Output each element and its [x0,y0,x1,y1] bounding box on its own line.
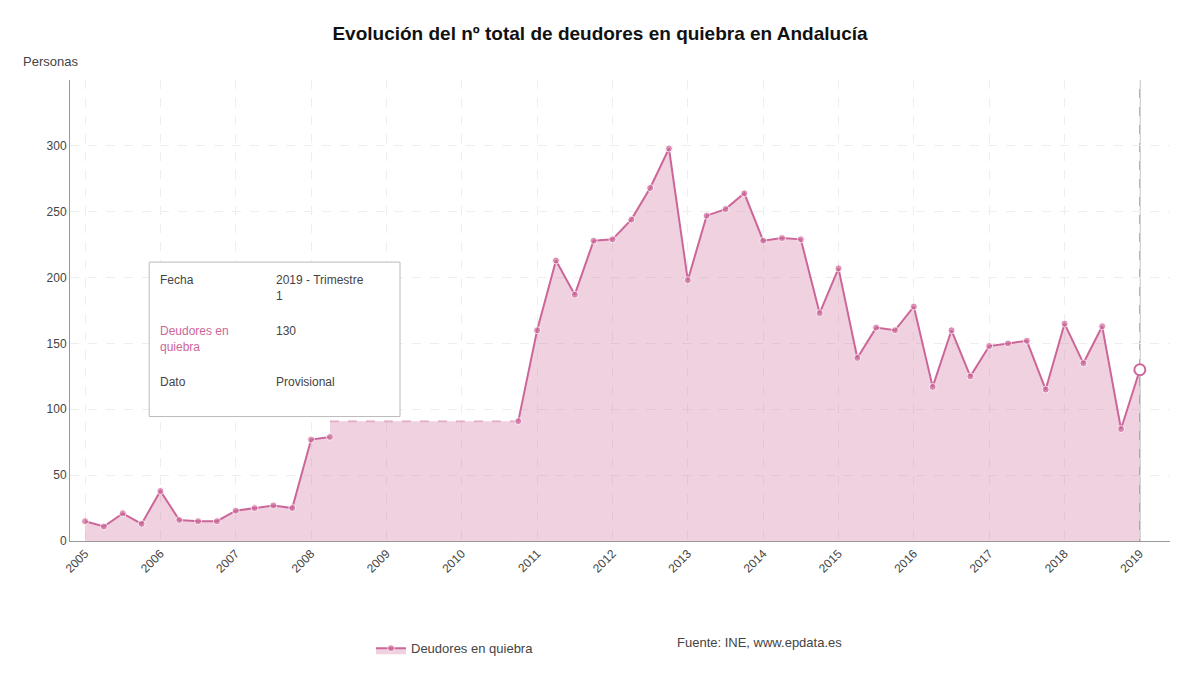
svg-text:2012: 2012 [590,547,619,576]
svg-text:2014: 2014 [741,547,770,576]
svg-text:Provisional: Provisional [276,375,335,389]
svg-text:Dato: Dato [160,375,186,389]
svg-text:2015: 2015 [816,547,845,576]
svg-text:Fecha: Fecha [160,273,194,287]
svg-text:Evolución del nº total de deud: Evolución del nº total de deudores en qu… [332,23,868,44]
svg-text:2010: 2010 [439,547,468,576]
svg-text:2018: 2018 [1042,547,1071,576]
svg-text:200: 200 [47,271,67,285]
svg-text:300: 300 [47,139,67,153]
svg-text:130: 130 [276,324,296,338]
svg-text:150: 150 [47,337,67,351]
svg-text:Fuente: INE, www.epdata.es: Fuente: INE, www.epdata.es [677,635,842,650]
svg-text:250: 250 [47,205,67,219]
svg-text:2019: 2019 [1117,547,1146,576]
svg-text:2005: 2005 [63,547,92,576]
svg-text:2006: 2006 [138,547,167,576]
svg-text:100: 100 [47,402,67,416]
svg-text:2017: 2017 [967,547,996,576]
svg-text:2016: 2016 [891,547,920,576]
svg-text:0: 0 [60,534,67,548]
svg-text:2011: 2011 [515,547,543,575]
svg-text:Deudores enquiebra: Deudores enquiebra [160,324,229,354]
svg-text:Deudores en quiebra: Deudores en quiebra [411,641,533,656]
svg-text:2019 - Trimestre1: 2019 - Trimestre1 [276,273,364,303]
svg-text:2007: 2007 [213,547,242,576]
svg-text:2009: 2009 [364,547,393,576]
svg-text:50: 50 [53,468,67,482]
svg-text:2008: 2008 [289,547,318,576]
svg-text:Personas: Personas [23,54,78,69]
svg-text:2013: 2013 [665,547,694,576]
